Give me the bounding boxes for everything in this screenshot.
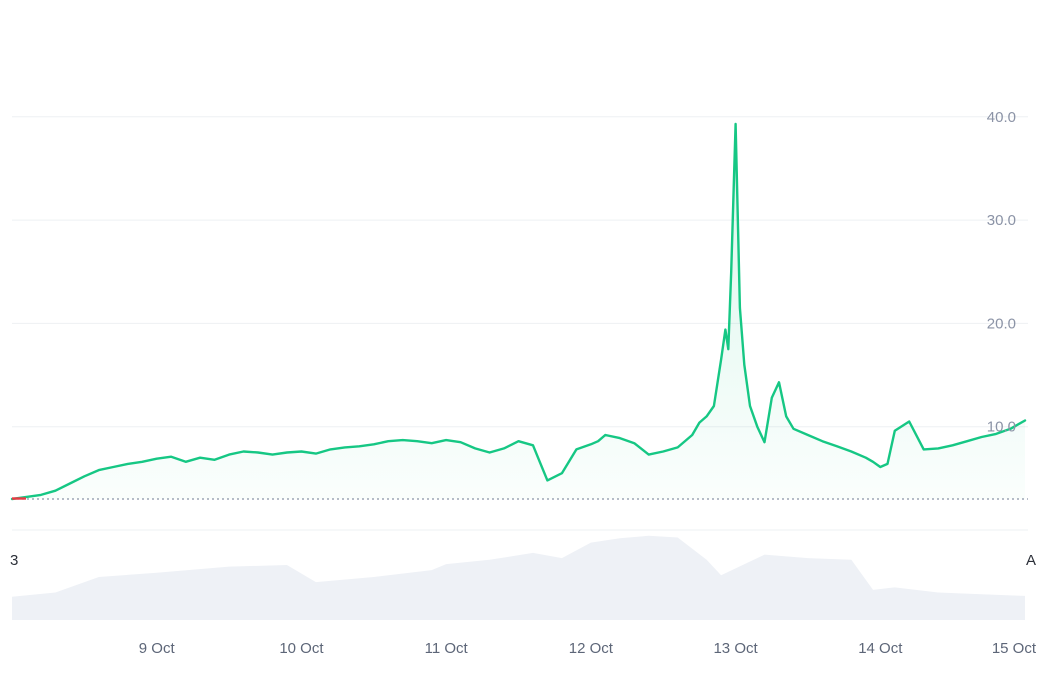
x-tick-label: 15 Oct xyxy=(992,640,1037,657)
right-edge-label: A xyxy=(1026,552,1036,569)
x-tick-label: 13 Oct xyxy=(713,640,758,657)
price-line xyxy=(10,122,1027,501)
volume-area xyxy=(12,535,1025,620)
left-edge-label: 3 xyxy=(10,552,18,569)
x-tick-label: 14 Oct xyxy=(858,640,903,657)
y-tick-label: 20.0 xyxy=(987,315,1016,332)
y-axis-ticks: 10.0 20.0 30.0 40.0 xyxy=(987,109,1016,436)
x-tick-label: 10 Oct xyxy=(279,640,324,657)
x-tick-label: 11 Oct xyxy=(425,640,469,657)
area-layer xyxy=(12,124,1025,500)
x-tick-label: 9 Oct xyxy=(139,640,176,657)
line-layer xyxy=(10,122,1027,501)
price-area xyxy=(12,124,1025,500)
y-tick-label: 30.0 xyxy=(987,212,1016,229)
x-axis-ticks: 9 Oct 10 Oct 11 Oct 12 Oct 13 Oct 14 Oct 15 Oc… xyxy=(139,640,1037,657)
y-tick-label: 40.0 xyxy=(987,109,1016,126)
y-tick-label: 10.0 xyxy=(987,419,1016,436)
volume-area-layer xyxy=(12,535,1025,620)
x-tick-label: 12 Oct xyxy=(569,640,614,657)
